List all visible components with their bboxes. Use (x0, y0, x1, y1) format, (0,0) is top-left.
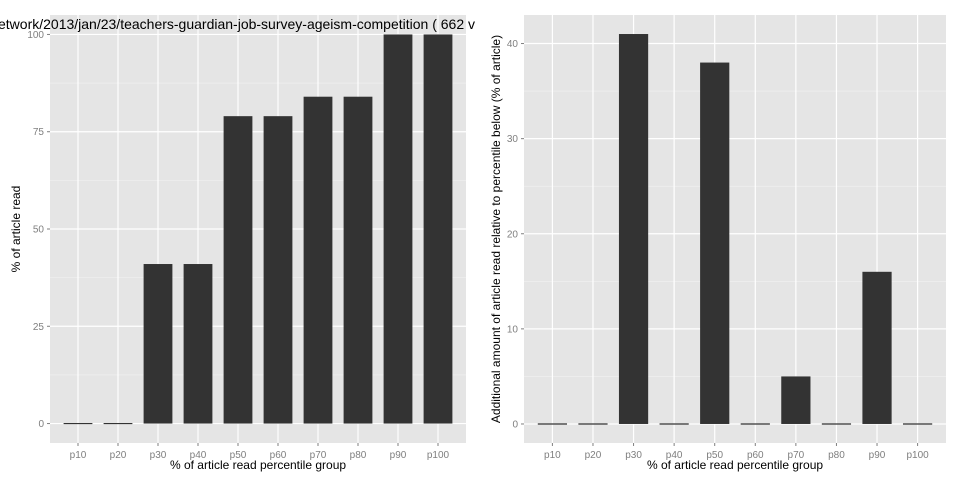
x-tick-label: p40 (666, 450, 683, 461)
bar-p30 (618, 34, 649, 424)
y-tick-label: 30 (507, 134, 519, 145)
x-tick-label: p80 (350, 450, 367, 461)
x-tick-label: p10 (70, 450, 87, 461)
y-tick-label: 0 (512, 419, 518, 430)
y-tick-label: 25 (33, 322, 45, 333)
y-tick-label: 50 (33, 225, 45, 236)
x-tick-label: p90 (390, 450, 407, 461)
x-tick-label: p90 (869, 450, 886, 461)
x-tick-label: p20 (585, 450, 602, 461)
y-axis-title: % of article read (9, 186, 23, 273)
bar-p50 (223, 116, 253, 424)
bar-p50 (700, 62, 730, 424)
bar-p100 (423, 34, 453, 424)
x-axis-title: % of article read percentile group (647, 458, 823, 472)
y-tick-label: 75 (33, 127, 45, 138)
bar-p70 (303, 96, 333, 424)
bar-p40 (183, 264, 213, 424)
x-tick-label: p20 (110, 450, 127, 461)
bar-p80 (343, 96, 373, 424)
x-tick-label: p30 (625, 450, 642, 461)
x-tick-label: p80 (828, 450, 845, 461)
bar-p30 (143, 264, 173, 424)
x-tick-label: p60 (747, 450, 764, 461)
x-tick-label: p50 (230, 450, 247, 461)
y-axis-title: Additional amount of article read relati… (489, 35, 503, 423)
x-tick-label: p70 (788, 450, 805, 461)
x-tick-label: p50 (706, 450, 723, 461)
y-tick-label: 20 (507, 229, 519, 240)
x-tick-label: p10 (544, 450, 561, 461)
bar-p90 (862, 271, 892, 424)
bar-p60 (263, 116, 293, 424)
x-tick-label: p70 (310, 450, 327, 461)
y-tick-label: 40 (507, 39, 519, 50)
left-bar-chart: 0 25 50 75 100 p10 p20 p30 p40 p50 p60 p70 p80 p90 p10… (9, 15, 466, 472)
bar-p70 (781, 376, 811, 424)
y-tick-label: 100 (27, 30, 44, 41)
x-tick-label: p100 (427, 450, 450, 461)
x-axis-title: % of article read percentile group (170, 458, 346, 472)
x-tick-label: p40 (190, 450, 207, 461)
y-tick-label: 10 (507, 324, 519, 335)
page-title: etwork/2013/jan/23/teachers-guardian-job… (0, 16, 475, 32)
x-tick-label: p30 (150, 450, 167, 461)
bar-p90 (383, 34, 413, 424)
right-bar-chart: 0 10 20 30 40 p10 p20 p30 p40 p50 p60 p70 p80 p90 p100… (489, 15, 946, 472)
y-tick-label: 0 (38, 419, 44, 430)
x-tick-label: p60 (270, 450, 287, 461)
x-tick-label: p100 (906, 450, 929, 461)
